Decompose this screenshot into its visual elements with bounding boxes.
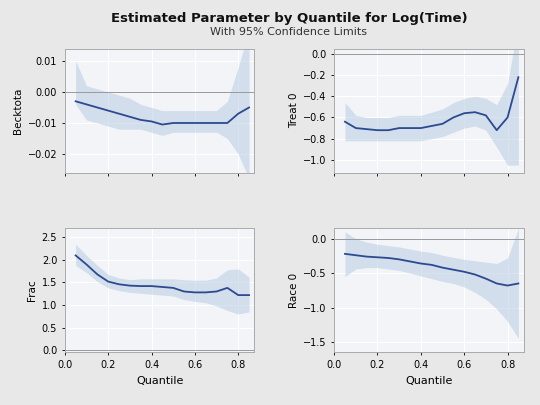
Y-axis label: Frac: Frac (28, 279, 37, 301)
X-axis label: Quantile: Quantile (406, 375, 453, 386)
Y-axis label: Race 0: Race 0 (289, 273, 299, 308)
Y-axis label: Treat 0: Treat 0 (289, 93, 299, 128)
X-axis label: Quantile: Quantile (136, 375, 183, 386)
Text: With 95% Confidence Limits: With 95% Confidence Limits (211, 28, 367, 37)
Y-axis label: Becktota: Becktota (14, 87, 23, 134)
Text: Estimated Parameter by Quantile for Log(Time): Estimated Parameter by Quantile for Log(… (111, 12, 467, 25)
